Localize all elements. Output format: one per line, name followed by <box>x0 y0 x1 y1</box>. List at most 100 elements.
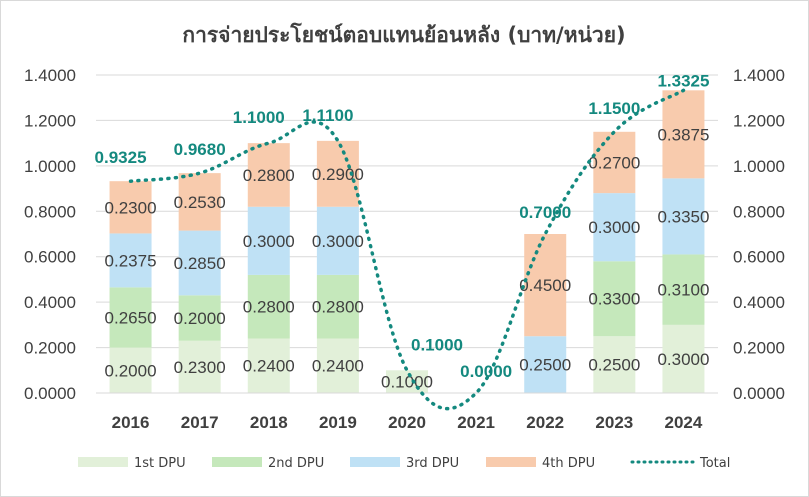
y-tick-right: 1.4000 <box>733 66 785 85</box>
legend: 1st DPU 2nd DPU 3rd DPU 4th DPU Total <box>78 456 730 471</box>
total-label: 0.0000 <box>460 362 512 381</box>
bar-segment <box>524 336 567 393</box>
legend-label: 3rd DPU <box>406 456 459 471</box>
bar-segment <box>316 206 359 275</box>
x-tick: 2018 <box>250 413 288 432</box>
bar-segment <box>662 324 705 393</box>
segment-label: 0.2500 <box>588 356 640 375</box>
bar-segment <box>593 336 636 393</box>
bar-segment <box>662 90 705 179</box>
total-label: 0.9680 <box>174 140 226 159</box>
legend-swatch <box>212 457 262 467</box>
bar-segment <box>247 143 290 207</box>
y-tick-left: 0.2000 <box>24 339 76 358</box>
segment-label: 0.3000 <box>312 232 364 251</box>
x-axis: 2016 2017 2018 2019 2020 2021 2022 2023 2024 <box>96 392 718 432</box>
y-tick-right: 0.2000 <box>733 339 785 358</box>
segment-label: 0.2530 <box>174 193 226 212</box>
total-line-path <box>128 88 686 411</box>
x-tick: 2022 <box>526 413 564 432</box>
segment-label: 0.2400 <box>312 357 364 376</box>
total-label: 0.7000 <box>519 203 571 222</box>
bar-segment <box>178 340 221 393</box>
segment-label: 0.2500 <box>519 356 571 375</box>
legend-swatch <box>350 457 400 467</box>
x-tick: 2020 <box>388 413 426 432</box>
y-axis-right: 0.0000 0.2000 0.4000 0.6000 0.8000 1.0000 1.20… <box>733 66 785 403</box>
bar-segment <box>109 347 152 393</box>
legend-label: 2nd DPU <box>268 456 324 471</box>
legend-label: 1st DPU <box>134 456 186 471</box>
segment-label: 0.2400 <box>243 357 295 376</box>
segment-label: 0.3300 <box>588 290 640 309</box>
x-tick: 2024 <box>665 413 703 432</box>
bar-segment <box>247 274 290 339</box>
segment-label: 0.2375 <box>105 251 157 270</box>
segment-label: 0.4500 <box>519 276 571 295</box>
y-axis-left: 0.0000 0.2000 0.4000 0.6000 0.8000 1.0000 1.20… <box>24 66 76 403</box>
segment-label: 0.2000 <box>105 361 157 380</box>
segment-label: 0.3000 <box>588 218 640 237</box>
segment-labels: 0.2000 0.2650 0.2375 0.2300 0.2300 0.2000 0.28… <box>105 125 710 391</box>
bar-segment <box>109 181 152 234</box>
segment-label: 0.2900 <box>312 165 364 184</box>
bar-segment <box>178 173 221 231</box>
chart-title: การจ่ายประโยชน์ตอบแทนย้อนหลัง (บาท/หน่วย… <box>182 22 625 47</box>
bar-segment <box>524 234 567 337</box>
total-line: 0.9325 0.9680 1.1000 1.1100 0.1000 0.0000 0.70… <box>95 71 709 411</box>
legend-swatch <box>78 457 128 467</box>
total-label: 1.1000 <box>233 108 285 127</box>
y-tick-right: 0.8000 <box>733 202 785 221</box>
bar-segment <box>662 178 705 255</box>
total-label: 1.1500 <box>588 99 640 118</box>
segment-label: 0.2800 <box>243 166 295 185</box>
y-tick-right: 1.2000 <box>733 111 785 130</box>
total-label: 1.3325 <box>657 71 709 90</box>
x-tick: 2023 <box>595 413 633 432</box>
segment-label: 0.3875 <box>657 125 709 144</box>
segment-label: 0.2800 <box>243 298 295 317</box>
bar-segment <box>109 287 152 348</box>
total-label: 1.1100 <box>302 106 353 125</box>
segment-label: 0.3350 <box>657 207 709 226</box>
x-tick: 2019 <box>319 413 357 432</box>
x-tick: 2017 <box>181 413 219 432</box>
y-tick-right: 1.0000 <box>733 157 785 176</box>
segment-label: 0.2300 <box>174 358 226 377</box>
x-tick: 2021 <box>457 413 495 432</box>
y-tick-left: 0.6000 <box>24 248 76 267</box>
bar-segment <box>247 338 290 393</box>
y-tick-left: 1.4000 <box>24 66 76 85</box>
bar-segment <box>316 338 359 393</box>
y-tick-right: 0.0000 <box>733 384 785 403</box>
bar-segment <box>662 254 705 325</box>
bar-segment <box>593 193 636 262</box>
legend-label: 4th DPU <box>542 456 595 471</box>
bar-segment <box>593 131 636 194</box>
bar-segment <box>316 274 359 339</box>
legend-swatch <box>486 457 536 467</box>
segment-label: 0.2700 <box>588 153 640 172</box>
bars <box>109 90 705 393</box>
bar-segment <box>178 230 221 296</box>
segment-label: 0.3000 <box>657 350 709 369</box>
y-tick-left: 1.0000 <box>24 157 76 176</box>
total-label: 0.9325 <box>95 148 147 167</box>
legend-label: Total <box>699 456 730 471</box>
total-label: 0.1000 <box>411 335 463 354</box>
y-tick-left: 0.0000 <box>24 384 76 403</box>
segment-label: 0.2300 <box>105 198 157 217</box>
x-tick: 2016 <box>112 413 150 432</box>
y-tick-left: 0.4000 <box>24 293 76 312</box>
segment-label: 0.2650 <box>105 308 157 327</box>
segment-label: 0.2000 <box>174 309 226 328</box>
y-tick-right: 0.6000 <box>733 248 785 267</box>
y-tick-right: 0.4000 <box>733 293 785 312</box>
segment-label: 0.1000 <box>381 373 433 392</box>
bar-segment <box>247 206 290 275</box>
segment-label: 0.2850 <box>174 254 226 273</box>
bar-segment <box>593 261 636 337</box>
bar-segment <box>178 295 221 341</box>
bar-segment <box>109 233 152 288</box>
